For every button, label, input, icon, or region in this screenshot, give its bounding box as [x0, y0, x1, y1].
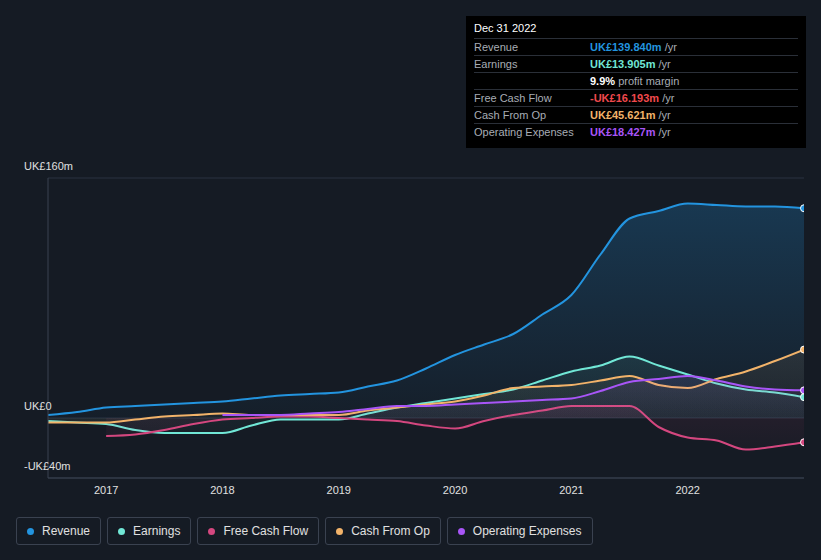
- html-text:Cash From Op: Cash From Op: [474, 109, 547, 121]
- html-text:Free Cash Flow: Free Cash Flow: [223, 524, 309, 538]
- svg-text:2019: 2019: [327, 484, 351, 496]
- html-text:UK£18.427m /yr: UK£18.427m /yr: [590, 126, 671, 138]
- html-text:Operating Expenses: Operating Expenses: [472, 524, 582, 538]
- html-text:UK£139.840m /yr: UK£139.840m /yr: [590, 41, 677, 53]
- svg-text:2018: 2018: [210, 484, 234, 496]
- svg-text:2017: 2017: [94, 484, 118, 496]
- svg-text:-UK£40m: -UK£40m: [24, 460, 70, 472]
- svg-text:2020: 2020: [443, 484, 467, 496]
- html-text:9.9% profit margin: 9.9% profit margin: [590, 75, 680, 87]
- html-text:Cash From Op: Cash From Op: [351, 524, 430, 538]
- html-text:UK£13.905m /yr: UK£13.905m /yr: [590, 58, 671, 70]
- html-text:Revenue: Revenue: [42, 524, 90, 538]
- html-text:-UK£16.193m /yr: -UK£16.193m /yr: [590, 92, 675, 104]
- svg-text:UK£160m: UK£160m: [24, 160, 73, 172]
- html-text:Dec 31 2022: Dec 31 2022: [474, 22, 537, 34]
- html-text:UK£45.621m /yr: UK£45.621m /yr: [590, 109, 671, 121]
- html-text:Earnings: Earnings: [133, 524, 181, 538]
- html-text:Operating Expenses: Operating Expenses: [474, 126, 574, 138]
- html-text:Revenue: Revenue: [474, 41, 518, 53]
- html-text:Earnings: Earnings: [474, 58, 518, 70]
- svg-text:2022: 2022: [675, 484, 699, 496]
- svg-text:UK£0: UK£0: [24, 400, 52, 412]
- html-text:Free Cash Flow: Free Cash Flow: [474, 92, 552, 104]
- svg-text:2021: 2021: [559, 484, 583, 496]
